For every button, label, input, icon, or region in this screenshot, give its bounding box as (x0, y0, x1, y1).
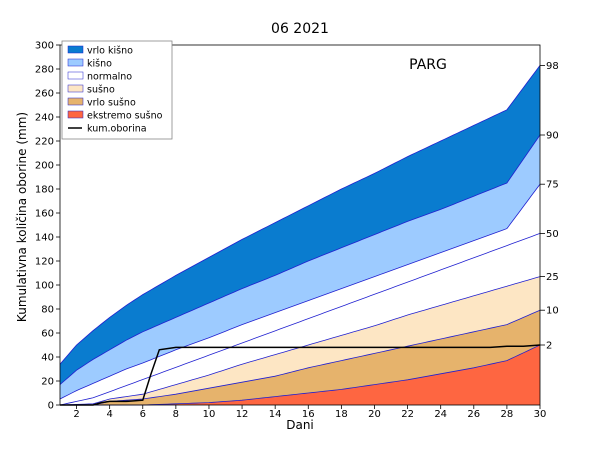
x-tick-label: 6 (140, 409, 146, 420)
y-tick-label: 40 (41, 353, 54, 364)
y-tick-label: 100 (35, 281, 54, 292)
y-tick-label: 160 (35, 209, 54, 220)
y-tick-label: 20 (41, 377, 54, 388)
legend-label: normalno (87, 72, 132, 83)
y-tick-label: 220 (35, 137, 54, 148)
percentile-line-p75 (59, 183, 541, 400)
y-axis-label: Kumulativna količina oborine (mm) (15, 112, 29, 322)
band-normalno (60, 184, 540, 405)
percentile-label: 50 (546, 229, 559, 240)
y-tick-label: 180 (35, 185, 54, 196)
percentile-line-p50 (59, 233, 541, 406)
legend-swatch (67, 110, 84, 119)
percentile-bands (60, 65, 540, 405)
legend-label: vrlo kišno (87, 46, 133, 57)
legend-label: vrlo sušno (87, 98, 136, 109)
x-tick-label: 30 (534, 409, 547, 420)
y-tick-label: 140 (35, 233, 54, 244)
percentile-label: 75 (546, 180, 559, 191)
plot-frame (59, 44, 541, 406)
x-tick-label: 22 (401, 409, 414, 420)
x-tick-label: 10 (203, 409, 216, 420)
y-tick-label: 280 (35, 65, 54, 76)
x-axis-ticks: 2 4 6 8 10 12 14 16 18 20 22 24 26 28 30 (73, 405, 546, 420)
legend-swatch (67, 58, 84, 67)
percentile-label: 90 (546, 131, 559, 142)
legend-swatch (67, 97, 84, 106)
band-ekstremo-susno (60, 345, 540, 405)
legend-label: kum.oborina (87, 124, 147, 135)
kum-oborina-line (60, 344, 541, 406)
percentile-ticks: 98 90 75 50 25 10 2 (540, 61, 559, 352)
x-tick-label: 14 (269, 409, 282, 420)
x-tick-label: 18 (335, 409, 348, 420)
x-tick-label: 4 (106, 409, 112, 420)
x-tick-label: 24 (434, 409, 447, 420)
x-tick-label: 26 (467, 409, 480, 420)
percentile-line-p90 (59, 134, 541, 385)
legend-label: kišno (87, 59, 112, 70)
legend-label: ekstremo sušno (87, 111, 163, 122)
x-axis-label: Dani (286, 418, 314, 432)
y-tick-label: 0 (48, 401, 54, 412)
legend-label: sušno (87, 85, 115, 96)
x-tick-label: 12 (236, 409, 249, 420)
percentile-line-p10 (60, 309, 541, 406)
y-tick-label: 240 (35, 113, 54, 124)
percentile-label: 10 (546, 306, 559, 317)
x-tick-label: 16 (302, 409, 315, 420)
band-kisno (60, 135, 540, 399)
cumulative-precipitation-line (60, 344, 541, 406)
y-tick-label: 60 (41, 329, 54, 340)
legend-swatch (67, 71, 84, 80)
legend: vrlo kišno kišno normalno sušno vrlo sušno ek… (61, 40, 173, 140)
chart-title: 06 2021 (271, 21, 329, 37)
percentile-label: 25 (546, 272, 559, 283)
y-tick-label: 260 (35, 89, 54, 100)
station-label: PARG (409, 57, 447, 73)
y-tick-label: 200 (35, 161, 54, 172)
y-tick-label: 80 (41, 305, 54, 316)
percentile-line-p98 (59, 65, 541, 365)
x-tick-label: 20 (368, 409, 381, 420)
x-tick-label: 8 (173, 409, 179, 420)
percentile-label: 98 (546, 61, 559, 72)
x-tick-label: 2 (73, 409, 79, 420)
percentile-label: 2 (546, 341, 552, 352)
y-axis-ticks: 0 20 40 60 80 100 120 140 160 180 200 220 240 260 280 3… (35, 41, 60, 412)
band-vrlo-kisno (60, 65, 540, 385)
legend-swatch (67, 45, 84, 54)
x-tick-label: 28 (501, 409, 514, 420)
y-tick-label: 120 (35, 257, 54, 268)
legend-swatch (67, 84, 84, 93)
band-vrlo-susno (60, 310, 540, 405)
y-tick-label: 300 (35, 41, 54, 52)
